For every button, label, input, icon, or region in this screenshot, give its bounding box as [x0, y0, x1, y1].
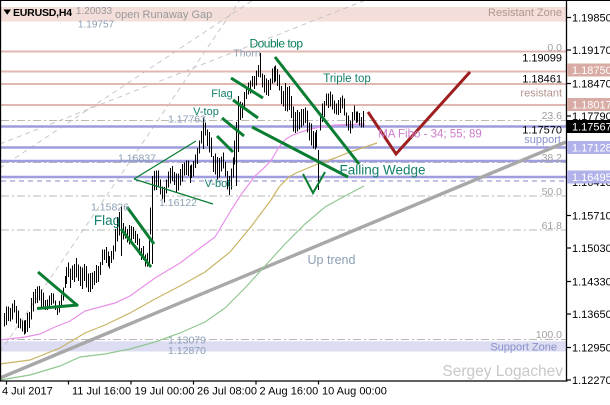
- svg-text:1.17763: 1.17763: [168, 114, 206, 126]
- svg-text:1.16122: 1.16122: [159, 197, 197, 209]
- svg-text:1.17128: 1.17128: [572, 143, 610, 155]
- svg-text:Flag: Flag: [94, 213, 120, 228]
- svg-text:Thorn: Thorn: [233, 48, 261, 60]
- svg-text:61.8: 61.8: [542, 220, 563, 232]
- svg-text:1.19757: 1.19757: [78, 20, 115, 31]
- svg-text:1.15826: 1.15826: [91, 202, 129, 214]
- svg-text:1.13079: 1.13079: [168, 335, 206, 347]
- svg-text:19 Jul 00:00: 19 Jul 00:00: [135, 386, 195, 398]
- svg-text:Flag: Flag: [211, 88, 232, 100]
- svg-text:4 Jul 2017: 4 Jul 2017: [2, 386, 53, 398]
- svg-text:1.18017: 1.18017: [572, 100, 610, 112]
- svg-text:38.2: 38.2: [542, 152, 563, 164]
- svg-text:V-bot.: V-bot.: [205, 178, 234, 190]
- svg-text:1.16495: 1.16495: [572, 172, 610, 184]
- svg-text:1.18470: 1.18470: [572, 79, 610, 91]
- svg-text:11 Jul 16:00: 11 Jul 16:00: [72, 386, 131, 398]
- svg-text:1.17570: 1.17570: [522, 125, 562, 137]
- svg-text:Up trend: Up trend: [308, 253, 356, 267]
- svg-text:open Runaway Gap: open Runaway Gap: [115, 9, 212, 21]
- svg-text:1.17567: 1.17567: [572, 122, 610, 134]
- svg-text:2 Aug 16:00: 2 Aug 16:00: [260, 386, 319, 398]
- svg-text:1.18461: 1.18461: [522, 74, 562, 86]
- svg-text:1.15030: 1.15030: [572, 243, 610, 255]
- svg-text:1.14330: 1.14330: [572, 277, 610, 289]
- svg-text:resistant: resistant: [520, 88, 562, 100]
- svg-text:1.13650: 1.13650: [572, 309, 610, 321]
- svg-text:0.0: 0.0: [547, 42, 562, 54]
- svg-text:1.18750: 1.18750: [572, 65, 610, 77]
- svg-text:MA Fibo - 34; 55; 89: MA Fibo - 34; 55; 89: [378, 129, 482, 141]
- svg-text:1.15710: 1.15710: [572, 211, 610, 223]
- svg-text:Falling Wedge: Falling Wedge: [339, 163, 425, 178]
- svg-text:Sergey Logachev: Sergey Logachev: [442, 363, 563, 380]
- svg-text:100.0: 100.0: [536, 329, 562, 341]
- svg-text:V-top: V-top: [193, 106, 219, 118]
- svg-text:1.19099: 1.19099: [522, 53, 562, 65]
- svg-text:Resistant Zone: Resistant Zone: [488, 7, 562, 19]
- svg-text:Support Zone: Support Zone: [490, 342, 557, 354]
- svg-text:1.12270: 1.12270: [572, 375, 610, 387]
- svg-text:1.20033: 1.20033: [76, 6, 113, 17]
- svg-text:10 Aug 00:00: 10 Aug 00:00: [322, 386, 387, 398]
- svg-text:Triple top: Triple top: [323, 73, 371, 85]
- svg-text:1.19170: 1.19170: [572, 45, 610, 57]
- svg-text:1.16837: 1.16837: [118, 153, 156, 165]
- svg-text:1.12870: 1.12870: [168, 345, 206, 357]
- svg-text:23.6: 23.6: [542, 110, 563, 122]
- svg-text:1.12950: 1.12950: [572, 343, 610, 355]
- svg-text:support: support: [524, 134, 561, 146]
- svg-text:1.19850: 1.19850: [572, 13, 610, 25]
- svg-text:26 Jul 08:00: 26 Jul 08:00: [197, 386, 257, 398]
- svg-text:EURUSD,H4: EURUSD,H4: [13, 7, 72, 19]
- svg-text:50.0: 50.0: [542, 186, 563, 198]
- svg-text:Double top: Double top: [249, 37, 303, 51]
